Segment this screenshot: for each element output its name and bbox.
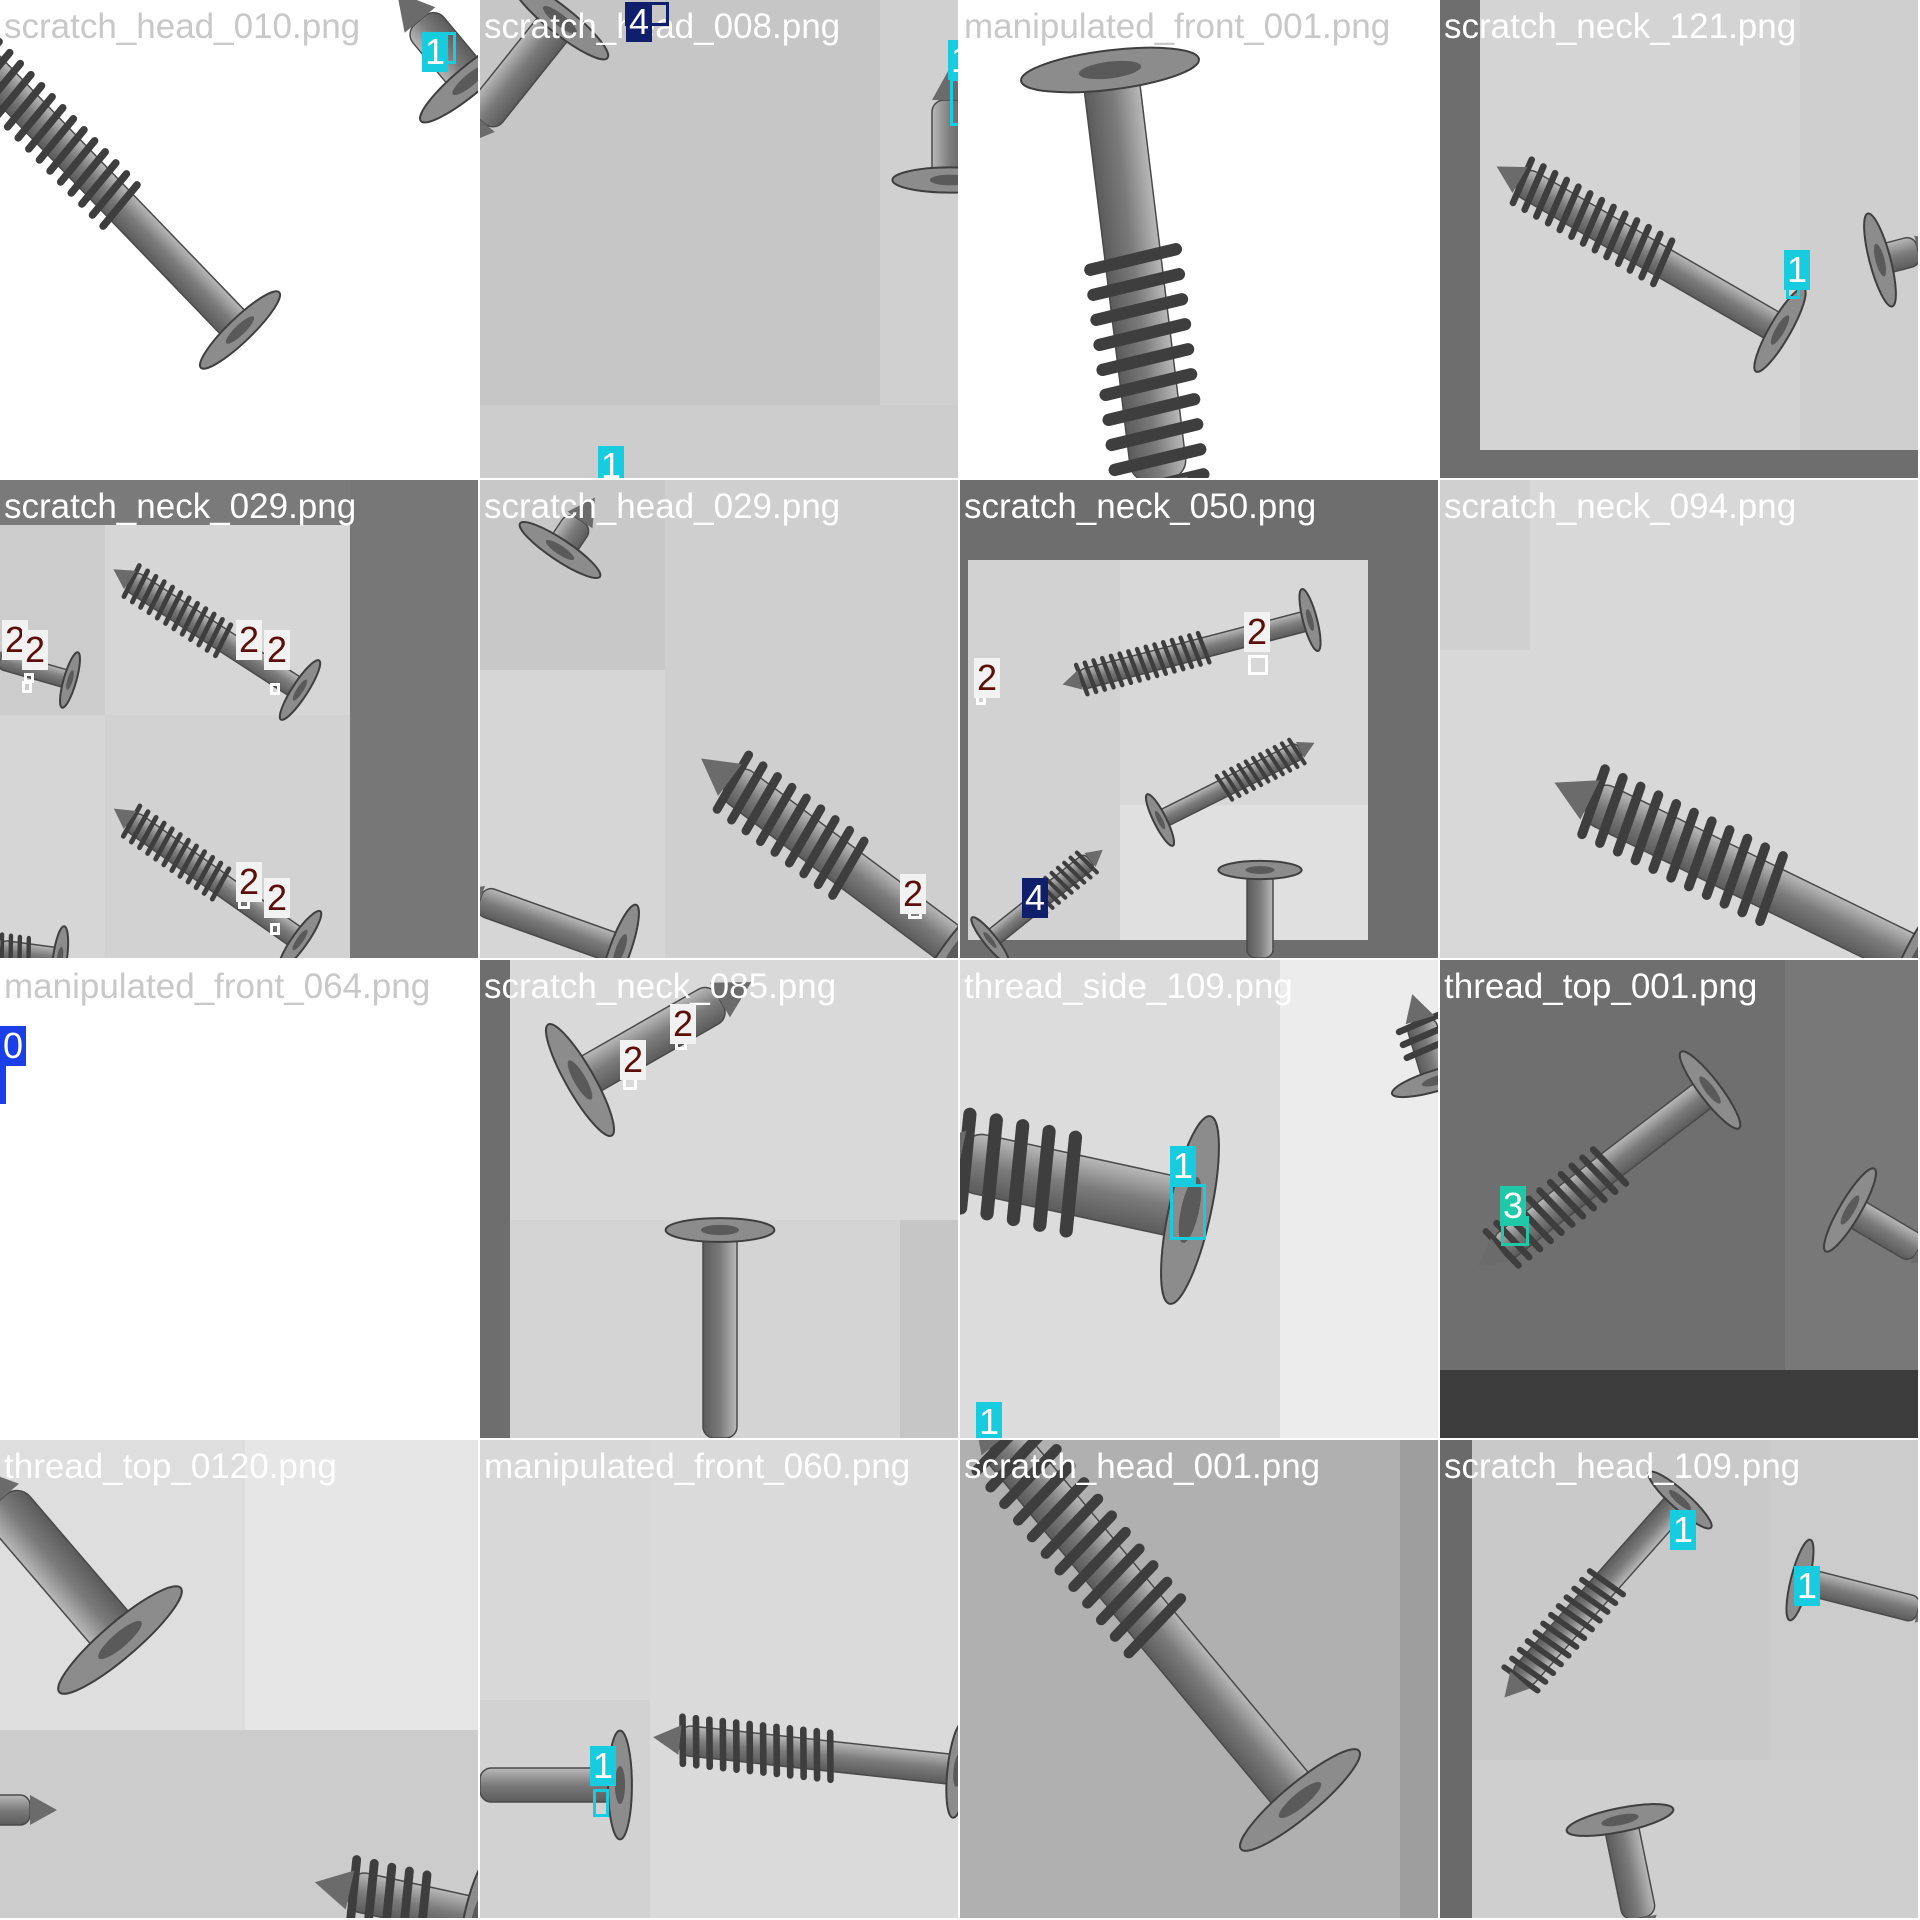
detection-box bbox=[1170, 1184, 1206, 1240]
detection-class-label: 2 bbox=[264, 630, 291, 670]
mosaic-tile: scratch_neck_085.png 2 2 bbox=[480, 960, 958, 1438]
screw-27 bbox=[0, 1794, 57, 1826]
detection-class-label: 2 bbox=[236, 862, 263, 902]
mosaic-tile: thread_top_001.png 3 bbox=[1440, 960, 1918, 1438]
detection-box bbox=[270, 923, 280, 935]
screw-12 bbox=[701, 750, 958, 958]
detection-class-label: 4 bbox=[1022, 878, 1049, 918]
screw-5 bbox=[1496, 156, 1807, 373]
detection-class-label: 2 bbox=[620, 1040, 647, 1080]
screw-26 bbox=[0, 1465, 183, 1695]
mosaic-tile: manipulated_front_064.png 0 bbox=[0, 960, 478, 1438]
tile-image bbox=[960, 1440, 1438, 1918]
screw-17 bbox=[1217, 859, 1303, 958]
screw-22 bbox=[960, 1107, 1220, 1305]
tile-image bbox=[968, 560, 1368, 958]
tile-image bbox=[1440, 960, 1918, 1438]
detection-class-label: 3 bbox=[1500, 1186, 1527, 1226]
detection-class-label: 1 bbox=[1794, 1566, 1821, 1606]
screw-31 bbox=[971, 1440, 1361, 1852]
screw-0 bbox=[0, 37, 282, 370]
detection-class-label: 1 bbox=[1670, 1510, 1697, 1550]
screw-18 bbox=[1554, 764, 1918, 958]
screw-21 bbox=[664, 1217, 776, 1438]
tile-image bbox=[1020, 46, 1210, 478]
detection-class-label: 1 bbox=[590, 1746, 617, 1786]
detection-box bbox=[1248, 655, 1268, 675]
detection-class-label: 2 bbox=[264, 878, 291, 918]
screw-4 bbox=[1020, 46, 1210, 478]
mosaic-tile: thread_side_109.png 1 1 bbox=[960, 960, 1438, 1438]
detection-class-label: 4 bbox=[626, 2, 653, 42]
tile-image bbox=[1440, 1440, 1918, 1918]
detection-class-label: 1 bbox=[976, 1402, 1003, 1438]
detection-class-label: 1 bbox=[1784, 250, 1811, 290]
detection-box bbox=[270, 683, 280, 695]
tile-image bbox=[480, 960, 958, 1438]
mosaic-tile: scratch_head_109.png 1 1 bbox=[1440, 1440, 1918, 1918]
detection-class-label: 1 bbox=[598, 446, 625, 478]
screw-34 bbox=[1565, 1803, 1675, 1918]
mosaic-tile: manipulated_front_060.png 1 bbox=[480, 1440, 958, 1918]
screw-6 bbox=[1863, 212, 1918, 308]
mosaic-tile: manipulated_front_001.png bbox=[960, 0, 1438, 478]
mosaic-tile: thread_top_0120.png bbox=[0, 1440, 478, 1918]
screw-28 bbox=[314, 1854, 478, 1918]
detection-class-label: 0 bbox=[0, 1026, 27, 1066]
tile-image bbox=[0, 960, 478, 1438]
detection-class-label: 1 bbox=[948, 40, 958, 80]
detection-class-label: 2 bbox=[1244, 612, 1271, 652]
mosaic-tile: scratch_neck_050.png 2 2 4 bbox=[960, 480, 1438, 958]
detection-class-label: 2 bbox=[974, 658, 1001, 698]
screw-32 bbox=[1501, 1470, 1713, 1698]
detection-class-label: 2 bbox=[22, 630, 49, 670]
screw-11 bbox=[518, 497, 602, 580]
mosaic-tile: scratch_head_001.png bbox=[960, 1440, 1438, 1918]
mosaic-tile: scratch_head_010.png 1 bbox=[0, 0, 478, 478]
screw-9 bbox=[113, 803, 323, 958]
detection-box bbox=[950, 78, 958, 126]
screw-24 bbox=[1478, 1050, 1742, 1269]
detection-class-label: 2 bbox=[236, 620, 263, 660]
screw-7 bbox=[113, 563, 322, 721]
screw-25 bbox=[1823, 1167, 1918, 1264]
detection-class-label: 1 bbox=[1170, 1146, 1197, 1186]
tile-image bbox=[480, 0, 958, 478]
screw-2 bbox=[480, 0, 610, 147]
tile-image bbox=[1440, 480, 1918, 958]
mosaic-tile: scratch_neck_094.png bbox=[1440, 480, 1918, 958]
tile-image bbox=[0, 1440, 478, 1918]
tile-image bbox=[480, 1440, 958, 1918]
tile-image bbox=[480, 480, 958, 958]
detection-class-label: 2 bbox=[670, 1004, 697, 1044]
detection-class-label: 2 bbox=[900, 874, 927, 914]
screw-15 bbox=[1144, 737, 1315, 847]
detection-box bbox=[22, 681, 32, 693]
screw-23 bbox=[1390, 994, 1438, 1099]
mosaic-tile: scratch_head_008.png411 bbox=[480, 0, 958, 478]
mosaic-tile: scratch_head_029.png 2 bbox=[480, 480, 958, 958]
tile-image bbox=[0, 0, 478, 370]
mosaic-tile: scratch_neck_121.png 1 bbox=[1440, 0, 1918, 478]
mosaic-tile: scratch_neck_029.png 2 2 2 2 2 2 bbox=[0, 480, 478, 958]
tile-image bbox=[1440, 0, 1918, 478]
tile-image bbox=[960, 960, 1438, 1438]
screw-10 bbox=[0, 925, 70, 958]
detection-class-label: 1 bbox=[422, 32, 449, 72]
screw-1 bbox=[396, 0, 478, 124]
detection-box bbox=[593, 1789, 609, 1817]
screw-13 bbox=[480, 885, 640, 958]
tile-image bbox=[0, 480, 478, 958]
